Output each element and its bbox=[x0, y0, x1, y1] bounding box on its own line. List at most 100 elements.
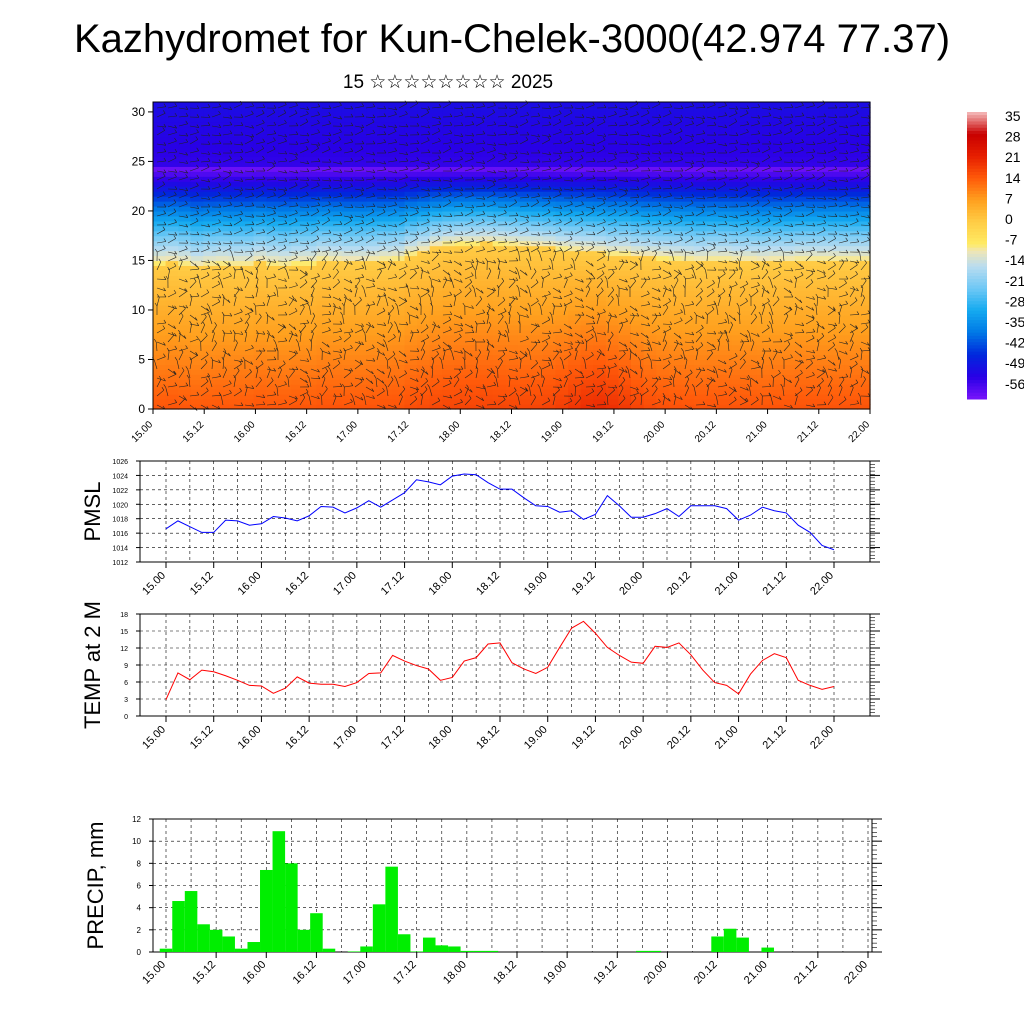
wind-barb-flag bbox=[603, 114, 607, 119]
wind-barb-flag bbox=[504, 131, 508, 135]
wind-barb bbox=[651, 152, 661, 155]
temperature-cell bbox=[580, 106, 594, 113]
wind-barb bbox=[574, 175, 584, 181]
wind-barb bbox=[695, 107, 706, 109]
temperature-cell bbox=[643, 309, 657, 316]
temperature-cell bbox=[429, 334, 443, 341]
temperature-cell bbox=[807, 389, 821, 395]
temperature-cell bbox=[190, 265, 204, 271]
temperature-cell bbox=[593, 290, 607, 296]
wind-barb bbox=[607, 178, 617, 181]
temperature-cell bbox=[316, 245, 330, 252]
temperature-cell bbox=[241, 121, 255, 128]
temperature-cell bbox=[618, 339, 632, 346]
wind-barb-flag bbox=[625, 141, 629, 145]
temperature-cell bbox=[555, 329, 569, 336]
temperature-cell bbox=[291, 111, 305, 118]
wind-barb bbox=[750, 142, 760, 145]
wind-barb bbox=[299, 121, 309, 127]
temperature-cell bbox=[505, 404, 519, 410]
wind-barb bbox=[695, 175, 705, 181]
temperature-cell bbox=[643, 171, 657, 177]
temperature-cell bbox=[429, 300, 443, 306]
temperature-cell bbox=[442, 399, 456, 405]
temperature-cell bbox=[530, 295, 544, 301]
temperature-cell bbox=[165, 319, 179, 326]
temperature-cell bbox=[819, 309, 833, 316]
temperature-cell bbox=[442, 171, 456, 177]
temperature-cell bbox=[303, 339, 318, 346]
temperature-cell bbox=[555, 102, 569, 108]
temperature-cell bbox=[153, 270, 167, 276]
temperature-cell bbox=[794, 106, 808, 113]
wind-barb-flag bbox=[427, 188, 430, 192]
temperature-cell bbox=[215, 329, 230, 336]
temperature-cell bbox=[303, 116, 318, 123]
temperature-cell bbox=[303, 319, 318, 326]
temperature-cell bbox=[316, 399, 330, 405]
temperature-cell bbox=[643, 314, 657, 321]
temperature-cell bbox=[668, 309, 682, 316]
temperature-cell bbox=[605, 161, 620, 167]
wind-barb bbox=[211, 194, 221, 199]
temperature-cell bbox=[379, 384, 393, 390]
temperature-cell bbox=[555, 106, 569, 113]
wind-barb-flag bbox=[416, 165, 419, 169]
temperature-cell bbox=[341, 171, 355, 177]
temperature-cell bbox=[769, 369, 783, 375]
temperature-cell bbox=[190, 374, 204, 380]
wind-barb bbox=[607, 152, 617, 155]
temperature-cell bbox=[366, 210, 381, 217]
temperature-cell bbox=[706, 121, 720, 128]
wind-barb-flag bbox=[306, 106, 310, 110]
wind-barb bbox=[156, 125, 166, 128]
wind-barb-flag bbox=[162, 181, 165, 185]
temperature-cell bbox=[392, 369, 406, 375]
temperature-cell bbox=[480, 196, 494, 202]
temperature-cell bbox=[505, 255, 519, 262]
wind-barb-flag bbox=[449, 183, 452, 187]
temperature-cell bbox=[719, 240, 733, 247]
temperature-cell bbox=[844, 394, 859, 400]
temperature-cell bbox=[429, 171, 443, 177]
wind-barb bbox=[750, 151, 760, 154]
temperature-cell bbox=[844, 225, 859, 232]
temperature-cell bbox=[492, 156, 506, 163]
temperature-cell bbox=[354, 384, 368, 390]
temperature-cell bbox=[266, 181, 280, 187]
temperature-cell bbox=[542, 285, 557, 291]
temperature-cell bbox=[178, 201, 192, 207]
temperature-cell bbox=[794, 250, 808, 257]
wind-barb-flag bbox=[822, 118, 826, 123]
temperature-cell bbox=[341, 394, 355, 400]
temperature-cell bbox=[165, 171, 179, 177]
temperature-cell bbox=[731, 285, 745, 291]
temperature-cell bbox=[668, 176, 682, 182]
temperature-cell bbox=[316, 295, 330, 301]
temperature-cell bbox=[190, 141, 204, 148]
wind-barb-flag bbox=[492, 181, 496, 186]
wind-barb bbox=[849, 134, 859, 137]
temperature-cell bbox=[454, 344, 469, 351]
temperature-cell bbox=[756, 394, 770, 400]
wind-barb bbox=[266, 195, 276, 199]
temperature-cell bbox=[178, 136, 192, 143]
wind-barb-flag bbox=[856, 164, 859, 168]
wind-barb-flag bbox=[317, 103, 321, 107]
wind-barb bbox=[431, 194, 441, 199]
wind-barb bbox=[706, 170, 716, 174]
wind-barb-flag bbox=[845, 191, 848, 195]
wind-barb-flag bbox=[460, 122, 464, 126]
temperature-cell bbox=[769, 399, 783, 405]
temperature-cell bbox=[542, 126, 557, 133]
temperature-cell bbox=[668, 201, 682, 207]
temperature-cell bbox=[454, 141, 469, 148]
temperature-cell bbox=[517, 210, 531, 217]
temperature-cell bbox=[454, 319, 469, 326]
wind-barb bbox=[728, 149, 738, 154]
temperature-cell bbox=[492, 324, 506, 331]
wind-barb-flag bbox=[229, 115, 233, 119]
temperature-cell bbox=[316, 389, 330, 395]
temperature-cell bbox=[379, 136, 393, 143]
temperature-cell bbox=[744, 106, 758, 113]
